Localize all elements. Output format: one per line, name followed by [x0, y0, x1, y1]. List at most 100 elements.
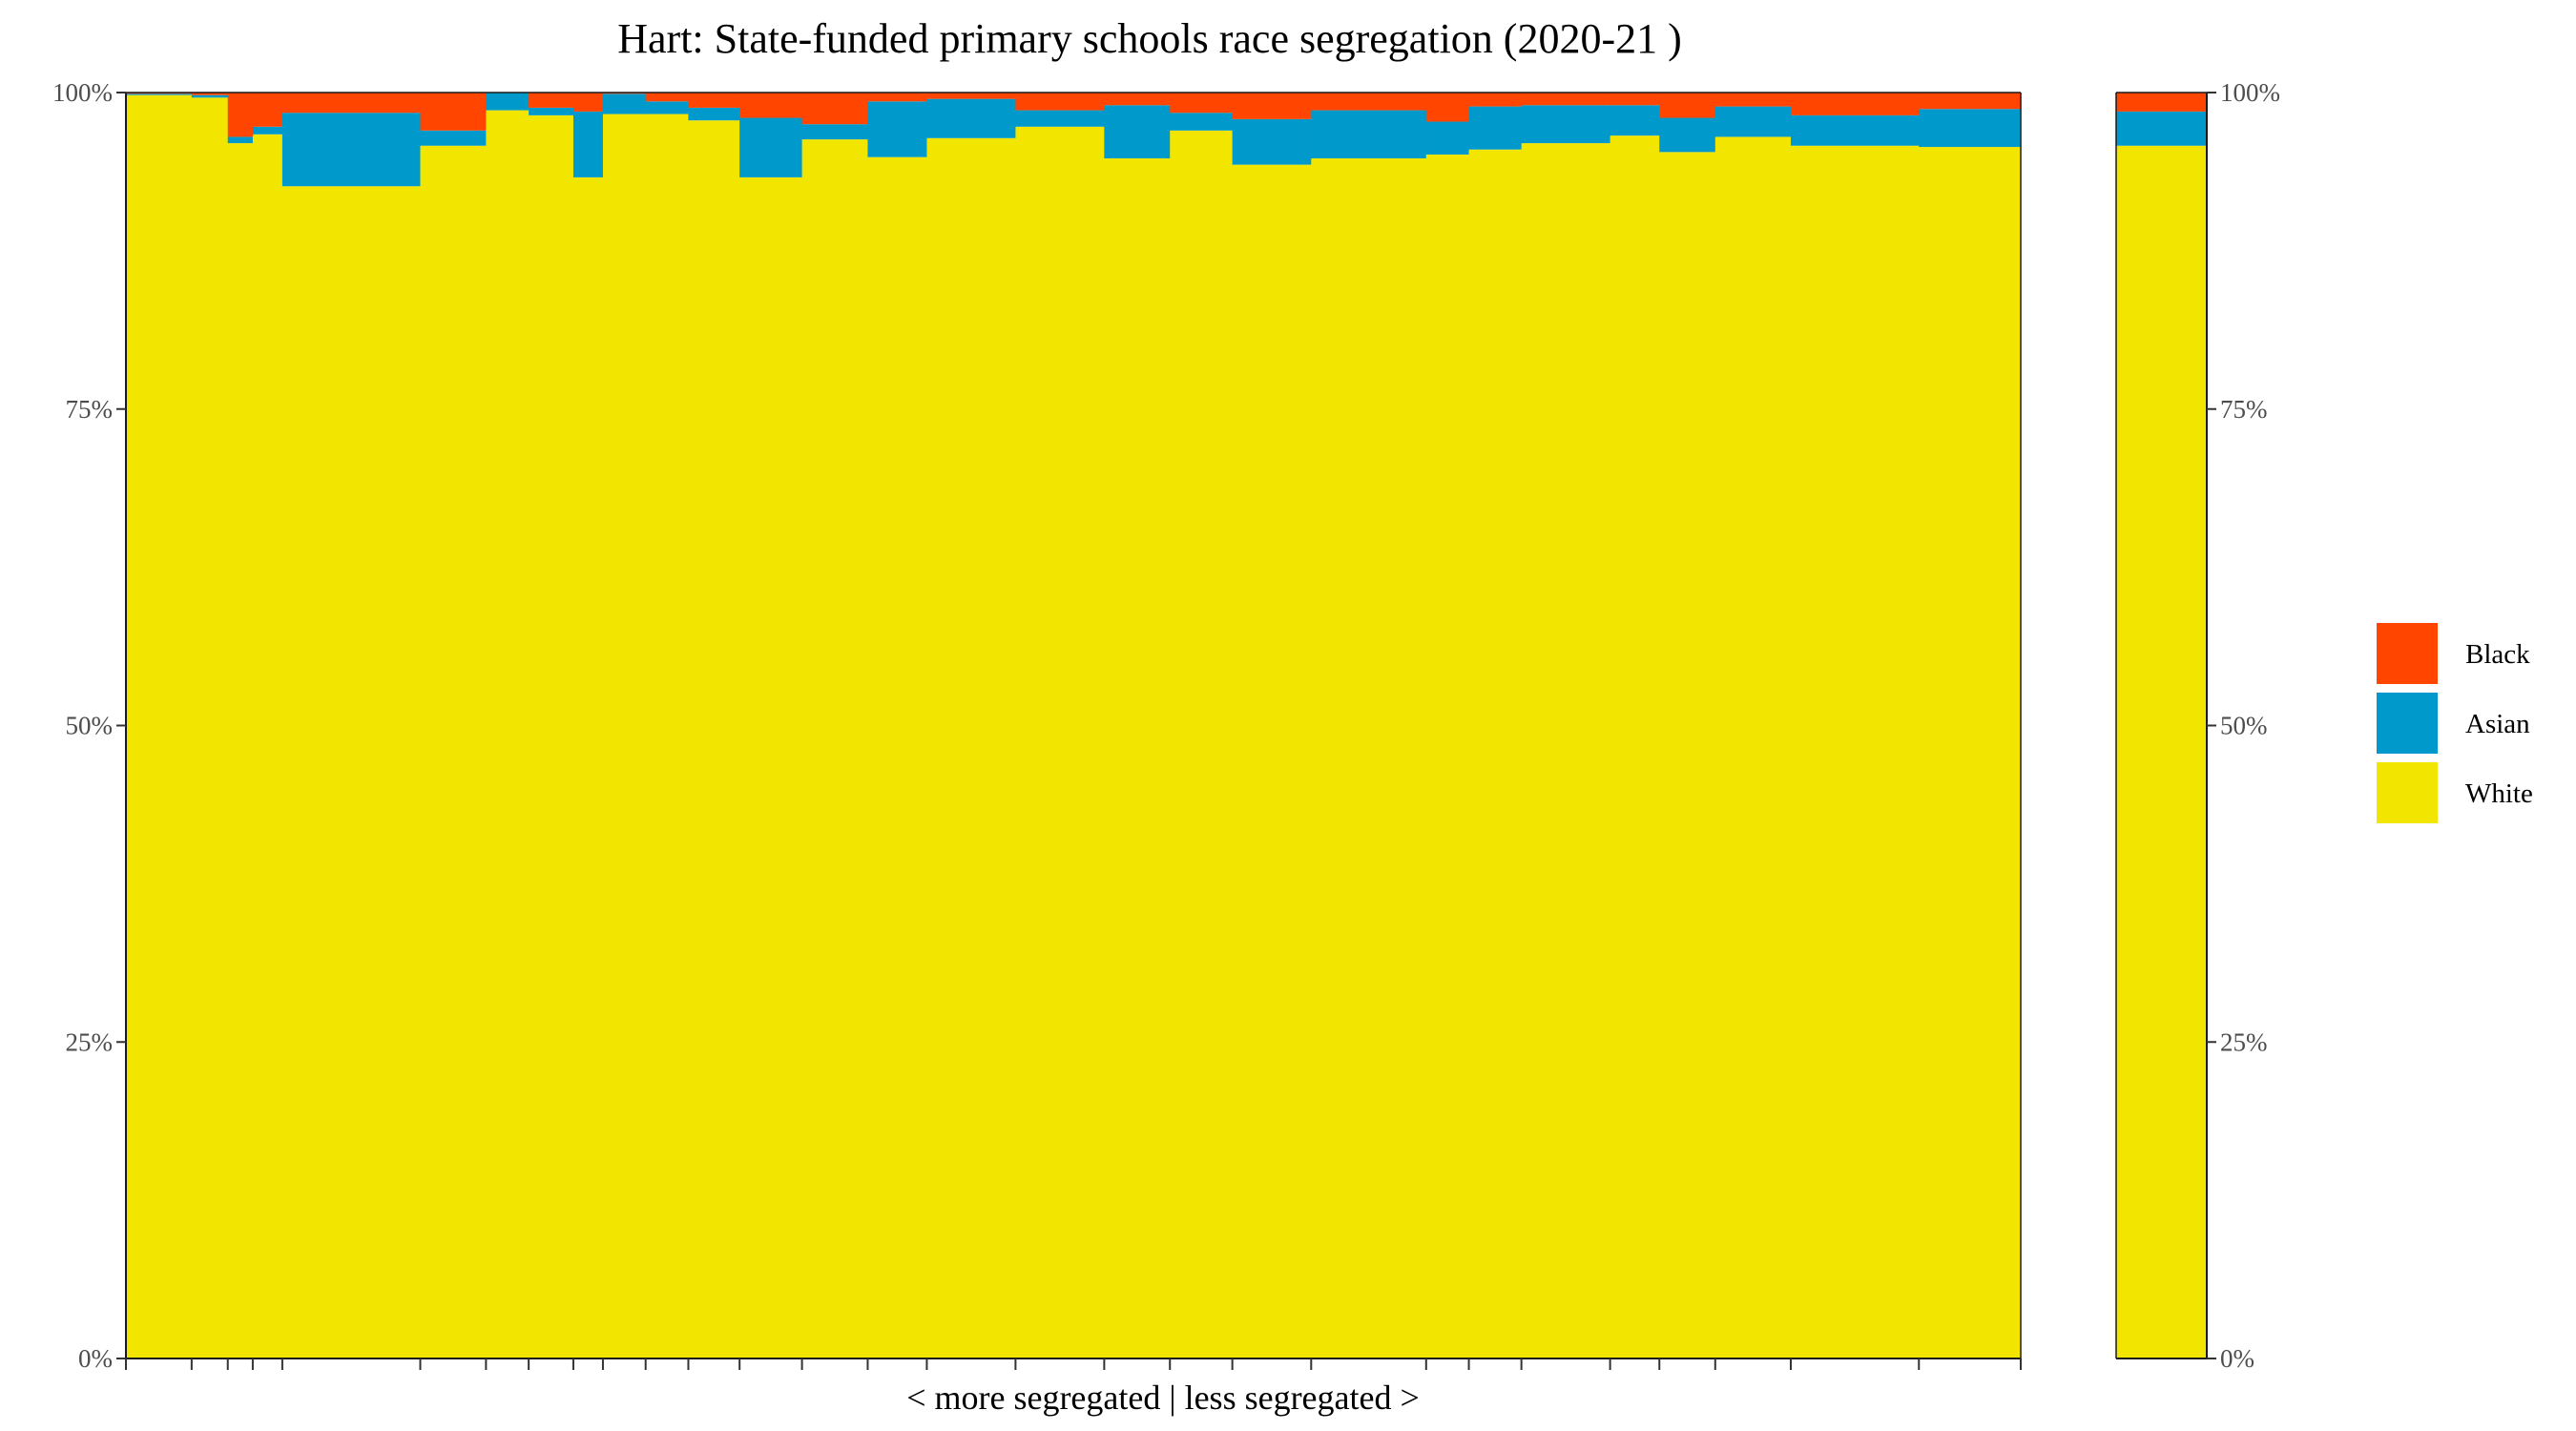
school-bar-25-asian — [1610, 105, 1660, 136]
legend-label-black: Black — [2465, 639, 2530, 670]
overall-bar-asian — [2116, 111, 2208, 146]
school-bar-13-black — [739, 93, 803, 118]
school-bar-8-white — [529, 114, 574, 1359]
school-bar-25-black — [1610, 93, 1660, 106]
school-bar-29-black — [1919, 93, 2022, 110]
school-bar-24-black — [1521, 93, 1611, 106]
school-bar-29-asian — [1919, 109, 2022, 148]
school-bar-13-asian — [739, 117, 803, 177]
overall-bar-black — [2116, 93, 2208, 112]
school-bar-7-white — [486, 110, 530, 1358]
school-bar-9-white — [572, 176, 604, 1359]
y-tick-label-right: 50% — [2220, 712, 2268, 740]
school-bar-12-black — [688, 93, 740, 108]
school-bar-15-black — [867, 93, 928, 102]
school-bar-5-asian — [281, 113, 422, 187]
school-bar-19-black — [1170, 93, 1234, 114]
school-bar-22-black — [1425, 93, 1470, 122]
school-bar-11-black — [645, 93, 690, 102]
school-bar-28-white — [1790, 145, 1920, 1358]
school-bar-10-asian — [602, 93, 647, 114]
school-bar-18-white — [1104, 158, 1171, 1358]
school-bar-19-white — [1170, 130, 1234, 1358]
school-bar-2-black — [191, 93, 229, 95]
school-bar-1-asian — [126, 93, 193, 95]
legend: Black Asian White — [2375, 621, 2533, 825]
school-bar-8-black — [529, 93, 574, 108]
school-bar-16-black — [926, 93, 1017, 99]
overall-bar-white — [2116, 145, 2208, 1358]
school-bar-24-asian — [1521, 105, 1611, 144]
school-bar-17-white — [1015, 126, 1105, 1359]
school-bar-14-black — [801, 93, 869, 125]
school-bar-23-black — [1468, 93, 1523, 107]
school-bar-4-asian — [252, 126, 283, 135]
school-bar-6-white — [420, 145, 487, 1358]
school-bar-16-white — [926, 137, 1017, 1359]
school-bar-22-white — [1425, 155, 1470, 1359]
school-bar-16-asian — [926, 98, 1017, 138]
school-bar-3-white — [227, 143, 254, 1359]
school-bar-11-asian — [645, 101, 690, 114]
legend-label-white: White — [2465, 778, 2533, 809]
y-tick-label-left: 25% — [66, 1027, 114, 1056]
y-tick-label-left: 0% — [78, 1344, 113, 1373]
school-bar-27-asian — [1714, 106, 1792, 137]
school-bar-21-white — [1311, 158, 1427, 1358]
overall-bar — [2116, 93, 2208, 1358]
school-bar-21-black — [1311, 93, 1427, 111]
chart-title: Hart: State-funded primary schools race … — [617, 15, 1682, 62]
school-bar-18-asian — [1104, 105, 1171, 159]
school-bar-15-white — [867, 156, 928, 1358]
y-tick-label-right: 25% — [2220, 1027, 2268, 1056]
school-bar-26-asian — [1659, 117, 1716, 153]
tick-labels: 0% 0% 25% 25% 50% 50% 75% 75% 100% 100% — [52, 78, 2280, 1373]
school-bar-28-asian — [1790, 114, 1920, 146]
legend-key-black — [2375, 621, 2440, 686]
school-bar-17-asian — [1015, 110, 1105, 127]
y-tick-label-right: 100% — [2220, 78, 2280, 107]
legend-label-asian: Asian — [2465, 709, 2530, 739]
school-bar-24-white — [1521, 143, 1611, 1359]
school-bar-26-white — [1659, 152, 1716, 1358]
school-bar-23-asian — [1468, 106, 1523, 150]
school-bar-13-white — [739, 176, 803, 1359]
y-tick-label-left: 75% — [66, 395, 114, 424]
school-bars — [126, 93, 2022, 1359]
school-bar-27-white — [1714, 136, 1792, 1358]
school-bar-22-asian — [1425, 121, 1470, 156]
school-bar-20-asian — [1232, 118, 1312, 165]
school-bar-4-black — [252, 93, 283, 127]
school-bar-7-asian — [486, 93, 530, 111]
school-bar-10-white — [602, 114, 647, 1359]
school-bar-8-asian — [529, 107, 574, 115]
school-bar-14-white — [801, 139, 869, 1358]
school-bar-6-black — [420, 93, 487, 131]
school-bar-28-black — [1790, 93, 1920, 115]
school-bar-14-asian — [801, 124, 869, 140]
x-axis-label: < more segregated | less segregated > — [906, 1379, 1420, 1417]
school-bar-3-black — [227, 93, 254, 137]
school-bar-5-white — [281, 186, 422, 1358]
school-bar-27-black — [1714, 93, 1792, 107]
school-bar-9-black — [572, 93, 604, 112]
school-bar-4-white — [252, 134, 283, 1358]
school-bar-9-asian — [572, 111, 604, 177]
y-tick-label-right: 0% — [2220, 1344, 2254, 1373]
legend-key-asian — [2375, 691, 2440, 756]
legend-key-white — [2375, 760, 2440, 825]
school-bar-25-white — [1610, 135, 1660, 1358]
school-bar-20-black — [1232, 93, 1312, 119]
school-bar-26-black — [1659, 93, 1716, 118]
school-bar-6-asian — [420, 130, 487, 146]
school-bar-23-white — [1468, 149, 1523, 1359]
school-bar-19-asian — [1170, 113, 1234, 131]
school-bar-2-asian — [191, 94, 229, 98]
school-bar-29-white — [1919, 147, 2022, 1358]
school-bar-5-black — [281, 93, 422, 114]
y-tick-label-left: 50% — [66, 712, 114, 740]
school-bar-11-white — [645, 114, 690, 1359]
school-bar-21-asian — [1311, 110, 1427, 159]
school-bar-12-white — [688, 120, 740, 1359]
